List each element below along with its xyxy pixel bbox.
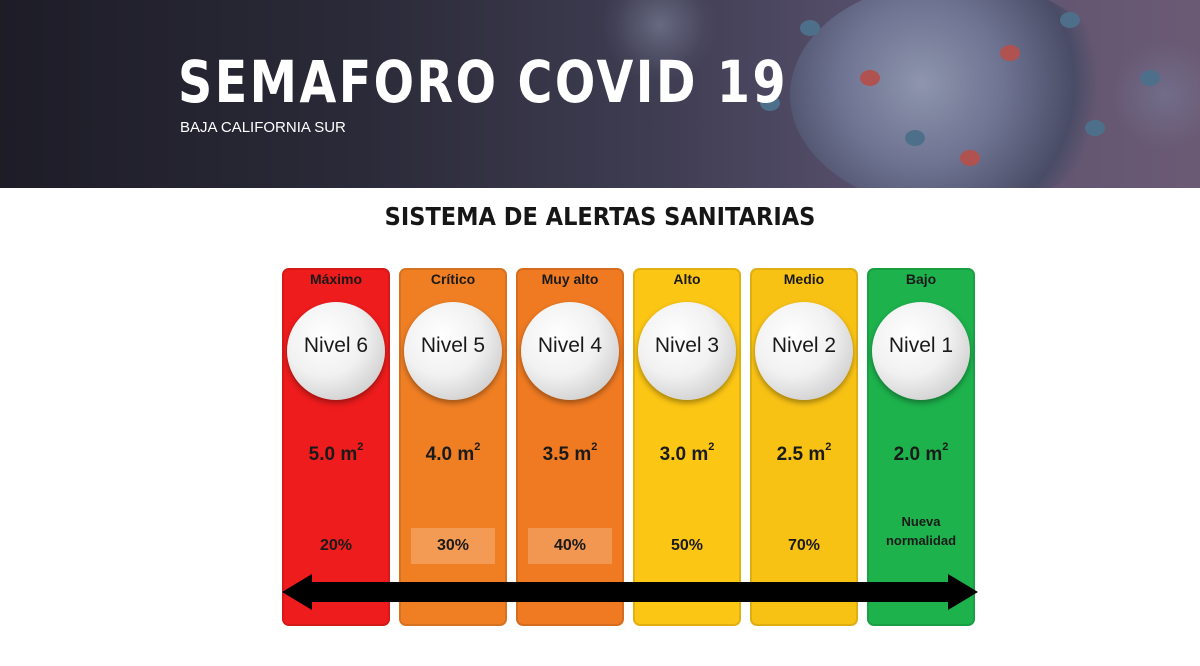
- space-per-person: 2.5 m2: [776, 441, 832, 465]
- capacity-percent: 30%: [411, 528, 495, 564]
- virus-spike: [905, 130, 925, 146]
- level-circle: Nivel 3: [638, 302, 736, 400]
- virus-spike: [800, 20, 820, 36]
- virus-spike: [860, 70, 880, 86]
- page-subtitle: BAJA CALIFORNIA SUR: [180, 119, 346, 136]
- space-per-person: 4.0 m2: [425, 441, 481, 465]
- level-number: Nivel 4: [537, 334, 603, 357]
- level-number: Nivel 3: [654, 334, 720, 357]
- space-per-person: 5.0 m2: [308, 441, 364, 465]
- level-number: Nivel 6: [303, 334, 369, 357]
- virus-spike: [1000, 45, 1020, 61]
- virus-spike: [1060, 12, 1080, 28]
- space-per-person: 2.0 m2: [893, 441, 949, 465]
- level-card-6: Máximo Nivel 6 5.0 m2 20%: [282, 268, 390, 626]
- level-circle: Nivel 2: [755, 302, 853, 400]
- level-circle: Nivel 4: [521, 302, 619, 400]
- virus-spike: [760, 95, 780, 111]
- capacity-percent: 70%: [787, 537, 821, 554]
- header-banner: SEMAFORO COVID 19 BAJA CALIFORNIA SUR: [0, 0, 1200, 188]
- level-label: Crítico: [430, 271, 476, 287]
- level-label: Bajo: [905, 271, 937, 287]
- capacity-percent: 20%: [319, 537, 353, 554]
- page-title: SEMAFORO COVID 19: [178, 48, 789, 116]
- level-label: Máximo: [309, 271, 363, 287]
- space-per-person: 3.5 m2: [542, 441, 598, 465]
- level-card-3: Alto Nivel 3 3.0 m2 50%: [633, 268, 741, 626]
- level-circle: Nivel 1: [872, 302, 970, 400]
- level-label: Muy alto: [541, 271, 599, 287]
- level-number: Nivel 2: [771, 334, 837, 357]
- alert-system-heading: SISTEMA DE ALERTAS SANITARIAS: [384, 202, 816, 231]
- level-number: Nivel 5: [420, 334, 486, 357]
- virus-image: [1110, 40, 1200, 150]
- capacity-percent: 40%: [528, 528, 612, 564]
- virus-image: [790, 0, 1120, 188]
- level-number: Nivel 1: [888, 334, 954, 357]
- alert-levels: Máximo Nivel 6 5.0 m2 20% Crítico Nivel …: [282, 268, 978, 628]
- level-card-2: Medio Nivel 2 2.5 m2 70%: [750, 268, 858, 626]
- virus-spike: [960, 150, 980, 166]
- double-arrow-icon: [282, 574, 978, 610]
- virus-spike: [1140, 70, 1160, 86]
- level-card-1: Bajo Nivel 1 2.0 m2 Nueva normalidad: [867, 268, 975, 626]
- level-card-4: Muy alto Nivel 4 3.5 m2 40%: [516, 268, 624, 626]
- space-per-person: 3.0 m2: [659, 441, 715, 465]
- level-label: Alto: [673, 271, 701, 287]
- level-card-5: Crítico Nivel 5 4.0 m2 30%: [399, 268, 507, 626]
- virus-spike: [1085, 120, 1105, 136]
- new-normal-note: Nueva normalidad: [885, 514, 957, 548]
- level-circle: Nivel 5: [404, 302, 502, 400]
- level-circle: Nivel 6: [287, 302, 385, 400]
- level-label: Medio: [783, 271, 825, 287]
- capacity-percent: 50%: [670, 537, 704, 554]
